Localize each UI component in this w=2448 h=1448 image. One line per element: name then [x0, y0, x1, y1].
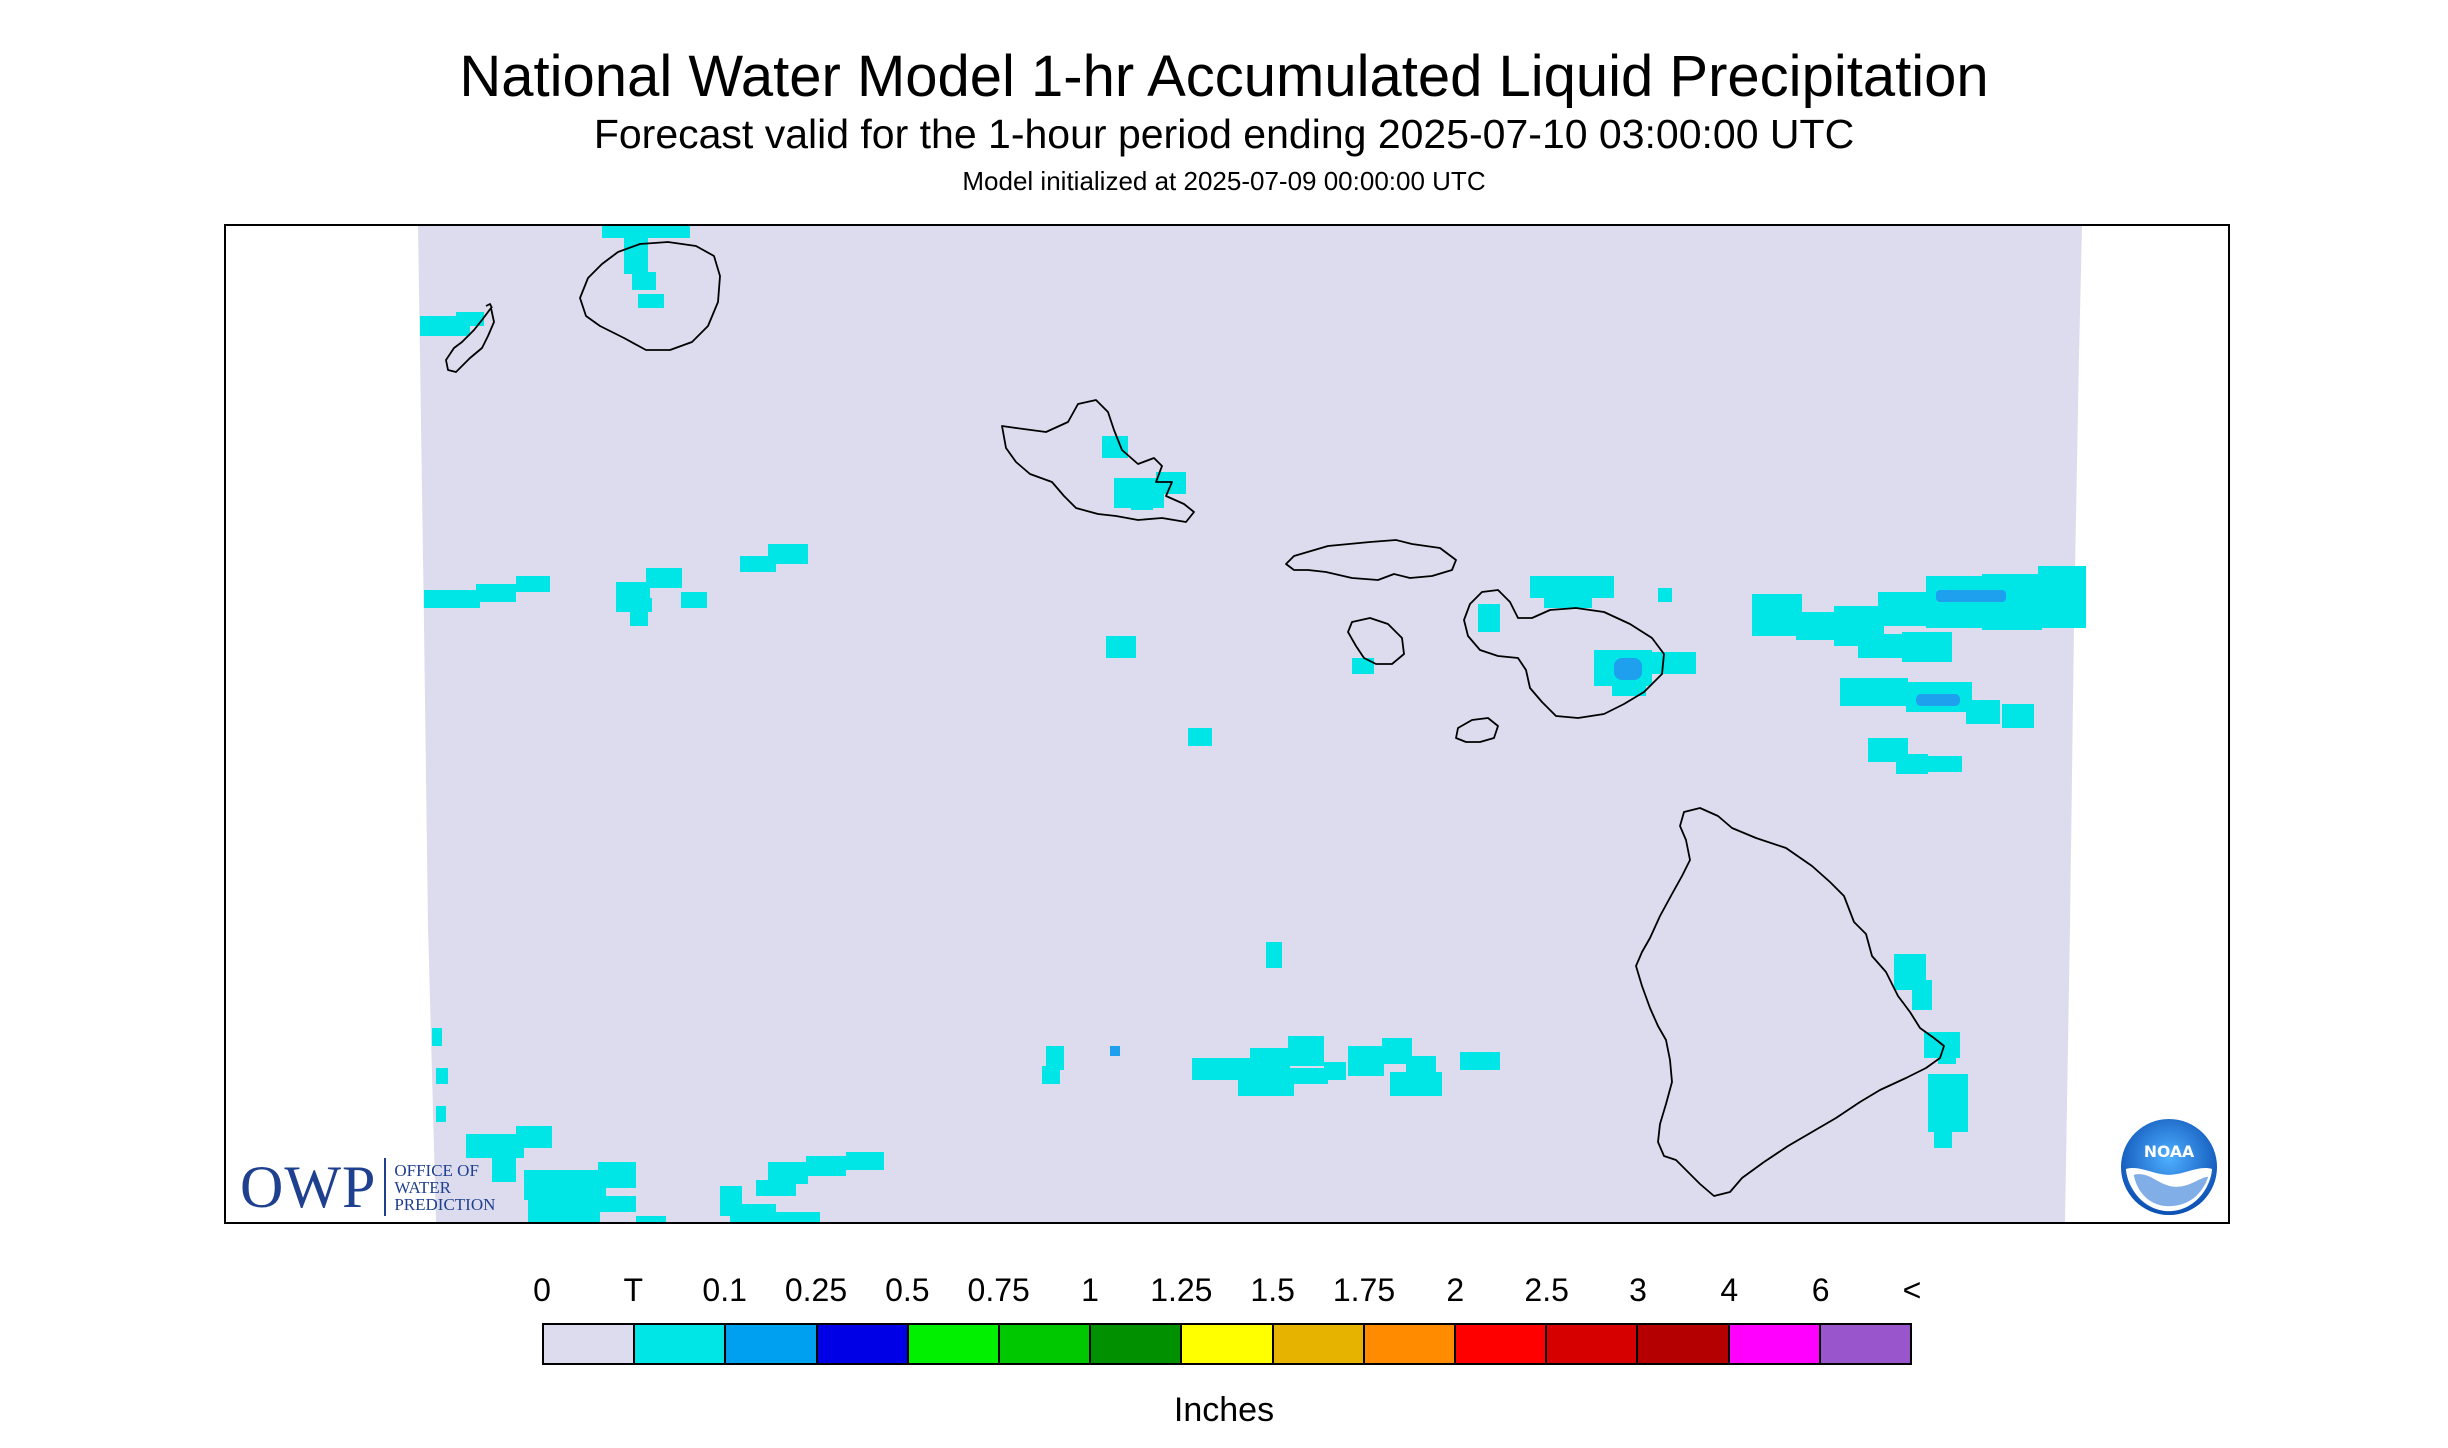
legend-tick-label: < [1902, 1272, 1922, 1308]
legend-colorbar [542, 1323, 1912, 1365]
island-maui [1463, 589, 1665, 719]
legend-tick-label: 0.25 [784, 1272, 848, 1308]
legend-color-box [817, 1325, 909, 1363]
owp-logo: OWP OFFICE OF WATER PREDICTION [240, 1157, 495, 1217]
island-niihau [445, 303, 495, 373]
legend-color-box [1729, 1325, 1821, 1363]
legend-tick-label: 0.1 [702, 1272, 747, 1308]
precip-trace-cells [420, 226, 2086, 1222]
legend-color-box [908, 1325, 1001, 1363]
legend-color-box [1273, 1325, 1365, 1363]
map-canvas [418, 226, 2086, 1222]
island-hawaii [1635, 807, 1945, 1197]
legend-tick-label: T [623, 1272, 644, 1308]
noaa-logo-text: NOAA [2144, 1142, 2195, 1161]
legend-color-box [1638, 1325, 1730, 1363]
island-kauai [579, 241, 721, 351]
legend-tick-label: 1.75 [1332, 1272, 1396, 1308]
owp-logo-divider [384, 1158, 387, 1216]
legend-color-box [544, 1325, 636, 1363]
island-kahoolawe [1455, 717, 1499, 743]
owp-logo-letters: OWP [240, 1154, 377, 1220]
legend-color-box [726, 1325, 818, 1363]
legend-units: Inches [1173, 1391, 1275, 1429]
legend-tick-label: 0.5 [885, 1272, 930, 1308]
precip-light-cells [1110, 590, 2006, 1056]
legend-color-box [1456, 1325, 1548, 1363]
noaa-logo: NOAA [2120, 1118, 2218, 1216]
island-oahu [1001, 399, 1195, 523]
legend-color-box [1547, 1325, 1639, 1363]
legend-tick-label: 2 [1446, 1272, 1465, 1308]
model-init-text: Model initialized at 2025-07-09 00:00:00… [962, 166, 1486, 196]
chart-title: National Water Model 1-hr Accumulated Li… [459, 44, 1989, 109]
forecast-valid-subtitle: Forecast valid for the 1-hour period end… [593, 111, 1855, 157]
legend-tick-label: 4 [1720, 1272, 1739, 1308]
legend-tick-label: 6 [1811, 1272, 1830, 1308]
owp-logo-line1: OFFICE OF [394, 1160, 479, 1180]
legend-tick-label: 1 [1081, 1272, 1099, 1308]
island-molokai [1285, 539, 1457, 581]
coastlines [445, 241, 1945, 1197]
legend-color-box [1182, 1325, 1274, 1363]
legend-tick-label: 1.25 [1150, 1272, 1213, 1308]
owp-logo-text: OFFICE OF WATER PREDICTION [394, 1162, 495, 1213]
owp-logo-line3: PREDICTION [394, 1194, 496, 1214]
map-frame [224, 224, 2230, 1224]
island-lanai [1347, 617, 1405, 665]
legend-tick-label: 0.75 [967, 1272, 1030, 1308]
legend-color-box [1000, 1325, 1092, 1363]
legend-color-box [1820, 1325, 1911, 1363]
legend-color-box [635, 1325, 727, 1363]
legend-tick-label: 0 [533, 1272, 551, 1308]
legend-tick-label: 3 [1629, 1272, 1647, 1308]
legend-tick-label: 2.5 [1524, 1272, 1569, 1308]
legend-color-box [1364, 1325, 1457, 1363]
legend-color-box [1091, 1325, 1183, 1363]
owp-logo-line2: WATER [394, 1177, 452, 1197]
model-domain [418, 226, 2082, 1222]
legend-tick-label: 1.5 [1250, 1272, 1295, 1308]
